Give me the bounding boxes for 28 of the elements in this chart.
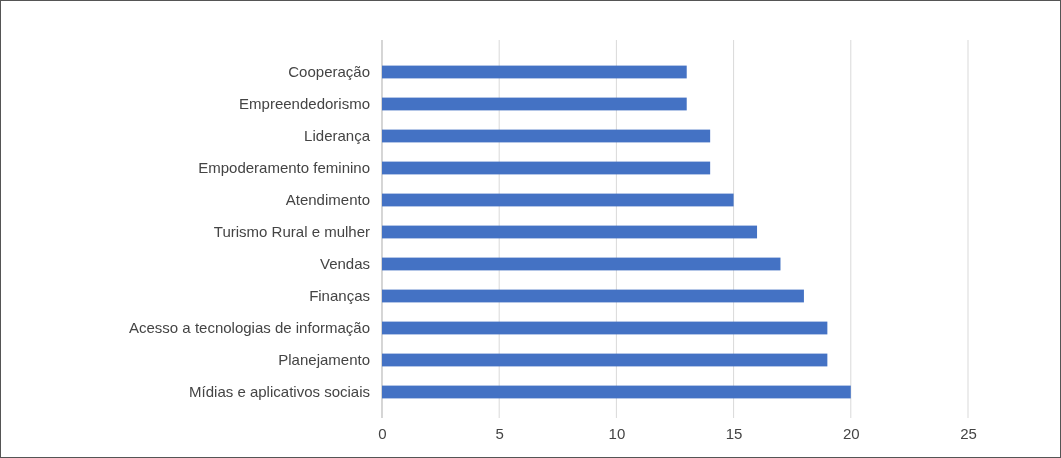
y-tick-label: Planejamento	[278, 351, 370, 369]
bar	[382, 321, 828, 335]
x-tick-label: 20	[842, 424, 860, 442]
y-tick-label: Cooperação	[288, 63, 370, 81]
bar	[382, 193, 734, 207]
bar	[382, 161, 711, 175]
bar	[382, 97, 687, 111]
bar	[382, 257, 781, 271]
bar	[382, 385, 851, 399]
bar	[382, 353, 828, 367]
x-tick-label: 15	[725, 424, 743, 442]
x-tick-label: 0	[378, 424, 387, 442]
y-tick-label: Finanças	[309, 287, 370, 305]
x-tick-label: 10	[608, 424, 626, 442]
y-tick-label: Acesso a tecnologias de informação	[129, 319, 370, 337]
y-tick-label: Vendas	[319, 255, 370, 273]
x-tick-label: 25	[960, 424, 977, 442]
bar	[382, 225, 758, 239]
y-tick-label: Atendimento	[285, 191, 370, 209]
y-tick-label: Turismo Rural e mulher	[213, 223, 370, 241]
bar	[382, 289, 804, 303]
bar	[382, 129, 711, 143]
x-tick-label: 5	[495, 424, 504, 442]
y-tick-label: Mídias e aplicativos sociais	[189, 383, 370, 401]
y-tick-label: Liderança	[304, 127, 371, 145]
bar	[382, 65, 687, 79]
y-tick-label: Empreendedorismo	[239, 95, 370, 113]
y-tick-label: Empoderamento feminino	[198, 159, 370, 177]
